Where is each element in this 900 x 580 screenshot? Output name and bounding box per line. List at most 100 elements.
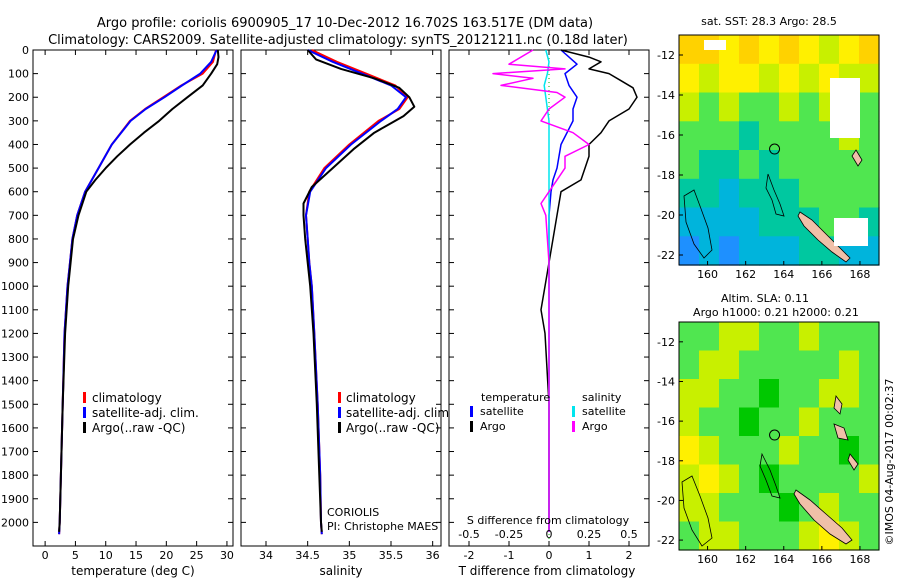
- map-cell: [819, 379, 840, 409]
- map-cell: [839, 322, 860, 352]
- map-cell: [759, 207, 780, 237]
- temperature-plot-frame: [32, 49, 234, 547]
- sst-map: sat. SST: 28.3 Argo: 28.5 160 162 164 166 16…: [657, 15, 880, 281]
- map-cell: [699, 350, 720, 380]
- map-cell: [719, 207, 740, 237]
- legend-swatch-s-argo: [572, 421, 575, 432]
- map-cell: [859, 150, 880, 180]
- cloud-mask: [834, 218, 868, 246]
- map-cell: [699, 436, 720, 466]
- map-cell: [859, 121, 880, 151]
- cloud-mask: [830, 78, 860, 138]
- depth-axis-ticks: 0 100 200 300 400 500 600 700 800 900 1000 1100 1200…: [1, 44, 233, 529]
- map-cell: [699, 322, 720, 352]
- lon-tick-label: 168: [849, 268, 870, 281]
- sla-map-lat-ticks: -12 -14 -16 -18 -20 -22: [657, 336, 683, 547]
- map-cell: [699, 407, 720, 437]
- legend-label-s-satellite: satellite: [582, 405, 626, 418]
- map-cell: [839, 350, 860, 380]
- map-cell: [699, 207, 720, 237]
- map-cell: [699, 150, 720, 180]
- map-cell: [719, 521, 740, 551]
- lat-tick-label: -20: [657, 209, 675, 222]
- pi-label: PI: Christophe MAES: [327, 520, 438, 533]
- map-cell: [679, 436, 700, 466]
- temperature-legend: climatology satellite-adj. clim. Argo(..…: [83, 391, 199, 435]
- map-cell: [679, 322, 700, 352]
- map-cell: [679, 178, 700, 209]
- legend-swatch-argo: [338, 422, 341, 433]
- map-cell: [839, 35, 860, 65]
- map-cell: [799, 322, 820, 352]
- map-cell: [779, 236, 800, 266]
- map-cell: [759, 407, 780, 437]
- y-tick-label: 1500: [1, 398, 29, 411]
- map-cell: [859, 407, 880, 437]
- map-cell: [719, 493, 740, 523]
- institution-label: CORIOLIS: [327, 506, 379, 519]
- s-tick-label: -0.25: [495, 528, 523, 541]
- x-tick-label: 35: [342, 549, 356, 562]
- map-cell: [699, 521, 720, 551]
- x-tick-label: 36: [426, 549, 440, 562]
- timestamp-stamp: ©IMOS 04-Aug-2017 00:02:37: [883, 379, 896, 546]
- map-cell: [679, 63, 700, 94]
- legend-swatch-satellite: [338, 407, 341, 418]
- map-cell: [719, 121, 740, 151]
- map-cell: [739, 35, 760, 65]
- map-cell: [679, 35, 700, 65]
- map-cell: [779, 121, 800, 151]
- legend-label-t-satellite: satellite: [480, 405, 524, 418]
- map-cell: [859, 178, 880, 209]
- map-cell: [819, 322, 840, 352]
- map-cell: [739, 322, 760, 352]
- map-cell: [739, 436, 760, 466]
- lat-tick-label: -20: [657, 494, 675, 507]
- cloud-mask: [704, 40, 726, 50]
- map-cell: [759, 436, 780, 466]
- map-cell: [679, 236, 700, 266]
- legend-swatch-t-argo: [470, 421, 473, 432]
- lon-tick-label: 164: [773, 553, 794, 566]
- y-tick-label: 1200: [1, 327, 29, 340]
- map-cell: [779, 521, 800, 551]
- s-difference-ticks: -0.5 -0.25 0 0.25 0.5: [458, 528, 637, 541]
- map-cell: [779, 350, 800, 380]
- legend-label-satellite: satellite-adj. clim.: [92, 406, 199, 420]
- map-cell: [839, 379, 860, 409]
- salinity-depth-ticks: [241, 49, 441, 523]
- map-cell: [699, 178, 720, 209]
- temperature-axis-label: temperature (deg C): [71, 564, 194, 578]
- map-cell: [779, 150, 800, 180]
- legend-label-argo: Argo(..raw -QC): [92, 421, 185, 435]
- x-tick-label: -2: [464, 549, 475, 562]
- map-cell: [799, 92, 820, 122]
- s-tick-label: -0.5: [458, 528, 479, 541]
- t-difference-axis-label: T difference from climatology: [458, 564, 636, 578]
- map-cell: [859, 92, 880, 122]
- map-cell: [739, 178, 760, 209]
- map-cell: [739, 379, 760, 409]
- x-tick-label: 15: [129, 549, 143, 562]
- difference-panel: -2 -1 0 1 2 -0.5 -0.25 0 0.25 0.5 T difference f…: [448, 49, 650, 578]
- map-cell: [799, 150, 820, 180]
- difference-legend: temperature salinity satellite Argo sate…: [470, 391, 626, 433]
- legend-swatch-s-satellite: [572, 406, 575, 417]
- y-tick-label: 1800: [1, 469, 29, 482]
- legend-title-temperature: temperature: [481, 391, 550, 404]
- map-cell: [679, 493, 700, 523]
- salinity-plot-frame: [240, 49, 442, 547]
- y-tick-label: 1100: [1, 304, 29, 317]
- lon-tick-label: 162: [735, 553, 756, 566]
- map-cell: [679, 121, 700, 151]
- map-cell: [779, 464, 800, 494]
- map-cell: [859, 63, 880, 94]
- map-cell: [839, 521, 860, 551]
- y-tick-label: 700: [8, 209, 29, 222]
- map-cell: [779, 207, 800, 237]
- sla-field: [679, 322, 880, 551]
- map-cell: [779, 493, 800, 523]
- y-tick-label: 100: [8, 68, 29, 81]
- map-cell: [719, 92, 740, 122]
- map-cell: [679, 350, 700, 380]
